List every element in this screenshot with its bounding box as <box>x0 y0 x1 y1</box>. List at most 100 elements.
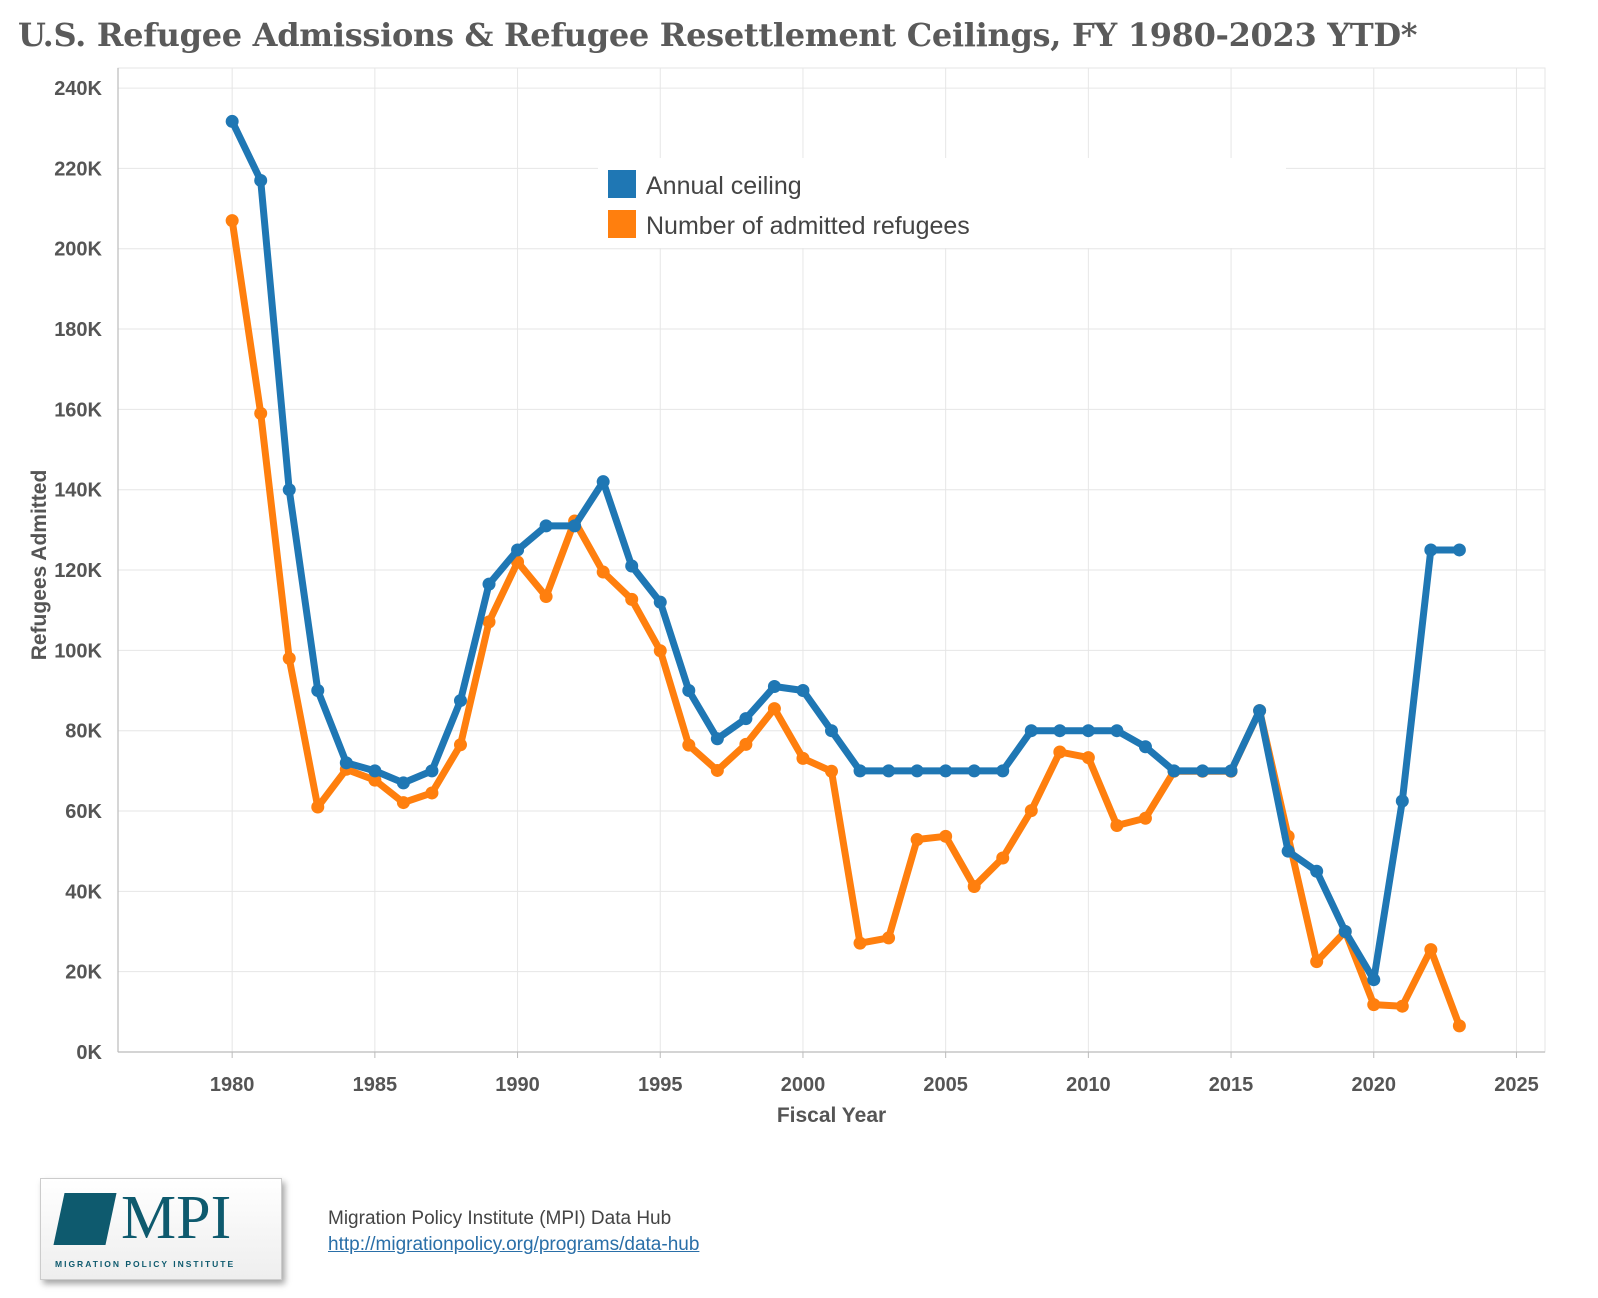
x-tick-label: 1995 <box>638 1074 683 1096</box>
data-point <box>996 851 1010 865</box>
data-point <box>739 737 753 751</box>
data-point <box>910 833 924 847</box>
data-point <box>225 114 239 128</box>
legend-label: Annual ceiling <box>646 172 802 200</box>
data-point <box>739 712 753 726</box>
y-tick-label: 120K <box>54 560 102 582</box>
x-tick-label: 2000 <box>781 1074 826 1096</box>
data-point <box>796 751 810 765</box>
data-point <box>996 764 1010 778</box>
data-point <box>1310 955 1324 969</box>
data-point <box>1167 764 1181 778</box>
data-point <box>1424 943 1438 957</box>
data-point <box>853 764 867 778</box>
data-point <box>882 764 896 778</box>
data-point <box>967 764 981 778</box>
legend: Annual ceiling Number of admitted refugee… <box>598 158 1286 248</box>
data-point <box>1081 751 1095 765</box>
y-tick-label: 240K <box>54 78 102 100</box>
x-tick-label: 1985 <box>353 1074 398 1096</box>
data-point <box>596 475 610 489</box>
data-point <box>682 684 696 698</box>
data-point <box>1367 973 1381 987</box>
data-point <box>767 702 781 716</box>
y-tick-label: 140K <box>54 480 102 502</box>
y-tick-label: 40K <box>65 881 102 903</box>
data-point <box>682 738 696 752</box>
y-tick-label: 180K <box>54 319 102 341</box>
x-tick-label: 1990 <box>495 1074 540 1096</box>
data-point <box>625 592 639 606</box>
data-point <box>1395 999 1409 1013</box>
data-point <box>368 764 382 778</box>
legend-swatch <box>608 210 636 238</box>
chart-title: U.S. Refugee Admissions & Refugee Resett… <box>18 16 1418 54</box>
axes: 0K 20K 40K 60K 80K 100K 120K 140K 160K 180K 200K 22… <box>28 68 1545 1127</box>
legend-swatch <box>608 170 636 198</box>
x-tick-label: 2025 <box>1494 1074 1539 1096</box>
data-point <box>1338 925 1352 939</box>
data-point <box>254 173 268 187</box>
data-point <box>396 796 410 810</box>
data-point <box>282 651 296 665</box>
data-point <box>1081 724 1095 738</box>
source-text: Migration Policy Institute (MPI) Data Hu… <box>328 1208 672 1229</box>
data-point <box>1281 844 1295 858</box>
data-point <box>910 764 924 778</box>
data-point <box>1138 811 1152 825</box>
data-point <box>396 776 410 790</box>
data-point <box>625 559 639 573</box>
x-tick-label: 2015 <box>1209 1074 1254 1096</box>
x-tick-label: 2020 <box>1352 1074 1397 1096</box>
data-hub-link[interactable]: http://migrationpolicy.org/programs/data… <box>328 1234 700 1255</box>
y-tick-label: 220K <box>54 158 102 180</box>
data-point <box>767 680 781 694</box>
data-point <box>282 483 296 497</box>
data-point <box>596 565 610 579</box>
data-point <box>1367 998 1381 1012</box>
data-point <box>710 763 724 777</box>
x-axis-title: Fiscal Year <box>777 1104 886 1127</box>
data-point <box>1024 804 1038 818</box>
data-point <box>796 684 810 698</box>
y-tick-label: 80K <box>65 721 102 743</box>
data-point <box>882 931 896 945</box>
data-point <box>311 684 325 698</box>
data-point <box>1253 704 1267 718</box>
data-point <box>853 936 867 950</box>
data-point <box>1310 864 1324 878</box>
data-point <box>1138 740 1152 754</box>
data-point <box>1053 745 1067 759</box>
logo-subtitle: MIGRATION POLICY INSTITUTE <box>55 1259 236 1269</box>
data-point <box>967 880 981 894</box>
line-chart: 0K 20K 40K 60K 80K 100K 120K 140K 160K 180K 200K 22… <box>28 67 1546 1127</box>
data-point <box>539 590 553 604</box>
mpi-logo[interactable]: MPI MIGRATION POLICY INSTITUTE <box>40 1178 282 1280</box>
y-tick-label: 200K <box>54 239 102 261</box>
logo-text: MPI <box>121 1184 232 1252</box>
data-point <box>482 615 496 629</box>
series-admitted-refugees <box>225 214 1466 1033</box>
data-point <box>1395 794 1409 808</box>
data-point <box>425 764 439 778</box>
series-line <box>228 117 1463 984</box>
legend-background <box>598 158 1286 248</box>
data-point <box>482 577 496 591</box>
y-tick-label: 60K <box>65 801 102 823</box>
series-line <box>228 217 1463 1030</box>
data-point <box>425 786 439 800</box>
x-tick-label: 1980 <box>210 1074 255 1096</box>
y-tick-label: 20K <box>65 962 102 984</box>
data-point <box>1452 543 1466 557</box>
data-point <box>1110 818 1124 832</box>
legend-label: Number of admitted refugees <box>646 212 970 240</box>
series <box>225 114 1466 1033</box>
data-point <box>453 694 467 708</box>
data-point <box>311 800 325 814</box>
data-point <box>653 644 667 658</box>
data-point <box>825 764 838 778</box>
data-point <box>453 738 467 752</box>
data-point <box>225 214 239 228</box>
data-point <box>339 756 353 770</box>
mpi-logo-mark-icon <box>53 1193 117 1245</box>
